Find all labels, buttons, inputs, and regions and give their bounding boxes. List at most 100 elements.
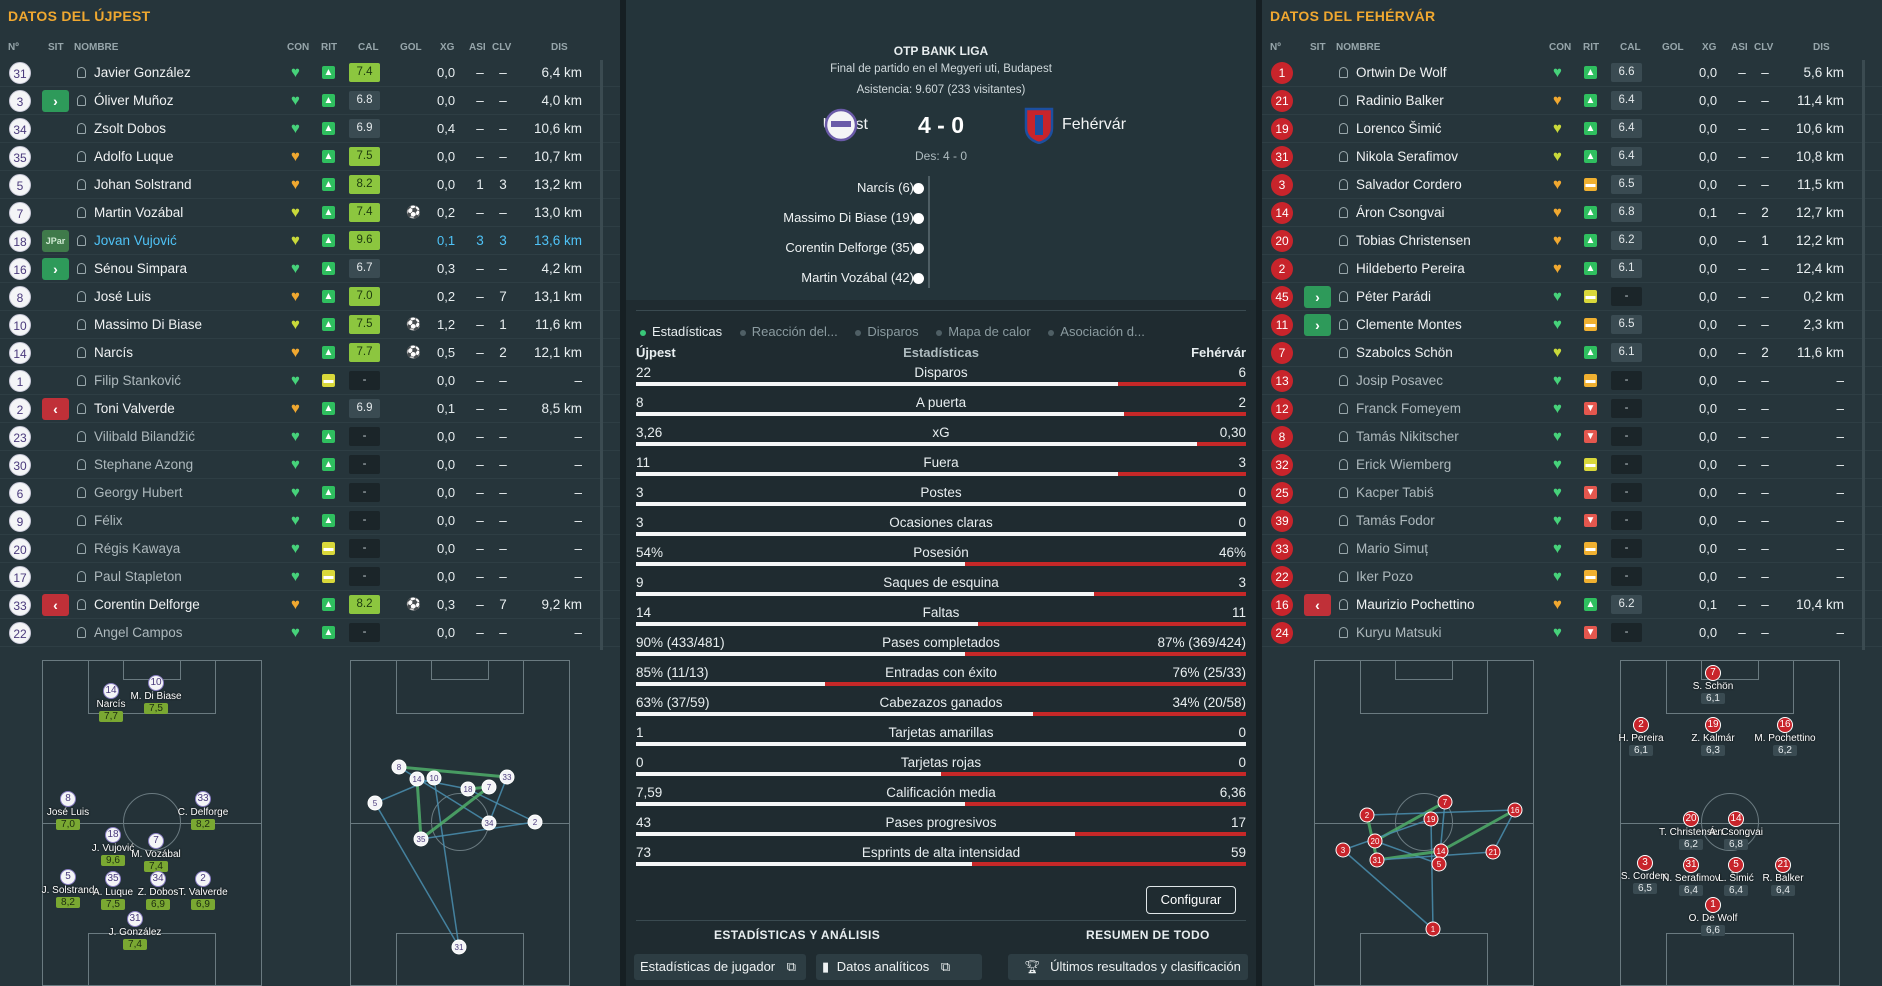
pass-node[interactable]: 3 (1335, 842, 1351, 858)
col-sit[interactable]: SIT (1310, 42, 1326, 53)
lineup-player-marker[interactable]: 14 Narcís 7,7 (73, 683, 149, 722)
player-name[interactable]: Áron Csongvai (1356, 205, 1445, 220)
player-name[interactable]: Jovan Vujović (94, 233, 177, 248)
lineup-player-marker[interactable]: 5 J. Solstrand 8,2 (30, 869, 106, 908)
lineup-player-marker[interactable]: 34 Z. Dobos 6,9 (120, 871, 196, 910)
col-clv[interactable]: CLV (1754, 42, 1774, 53)
player-row[interactable]: 6 Georgy Hubert ♥ ▲ -0,0– – – (0, 479, 620, 507)
pass-node[interactable]: 1 (1425, 921, 1441, 937)
player-name[interactable]: Adolfo Luque (94, 149, 174, 164)
pass-node[interactable]: 8 (391, 759, 407, 775)
lineup-player-marker[interactable]: 14 Á. Csongvai 6,8 (1698, 811, 1774, 850)
pass-node[interactable]: 16 (1507, 802, 1523, 818)
stat-row[interactable]: 90% (433/481) Pases completados 87% (369/4… (636, 634, 1246, 664)
player-row[interactable]: 17 Paul Stapleton ♥ ▬ -0,0– – – (0, 563, 620, 591)
player-name[interactable]: Tobias Christensen (1356, 233, 1471, 248)
tab-asociacion[interactable]: Asociación d... (1048, 324, 1145, 339)
away-list-scrollbar[interactable] (1862, 60, 1865, 650)
player-name[interactable]: Stephane Azong (94, 457, 194, 472)
stat-row[interactable]: 3,26 xG 0,30 (636, 424, 1246, 454)
col-gol[interactable]: GOL (400, 42, 422, 53)
player-row[interactable]: 14 Narcís ♥ ▲ 7.7 ⚽ 0,5 –2 12,1 km (0, 339, 620, 367)
player-row[interactable]: 20 Régis Kawaya ♥ ▬ -0,0– – – (0, 535, 620, 563)
player-name[interactable]: Szabolcs Schön (1356, 345, 1453, 360)
player-row[interactable]: 12 Franck Fomeyem ♥ ▼ -0,0– – – (1262, 395, 1882, 423)
player-name[interactable]: Radinio Balker (1356, 93, 1444, 108)
player-row[interactable]: 33 Mario Simuț ♥ ▬ -0,0– – – (1262, 535, 1882, 563)
player-row[interactable]: 30 Stephane Azong ♥ ▲ -0,0– – – (0, 451, 620, 479)
player-row[interactable]: 25 Kacper Tabiś ♥ ▼ -0,0– – – (1262, 479, 1882, 507)
player-name[interactable]: Narcís (94, 345, 134, 360)
home-list-scrollbar[interactable] (600, 60, 603, 650)
player-row[interactable]: 31 Javier González ♥ ▲ 7.4 0,0 – – 6,4 km (0, 59, 620, 87)
player-row[interactable]: 22 Iker Pozo ♥ ▬ -0,0– – – (1262, 563, 1882, 591)
stat-row[interactable]: 1 Tarjetas amarillas 0 (636, 724, 1246, 754)
player-row[interactable]: 24 Kuryu Matsuki ♥ ▼ -0,0– – – (1262, 619, 1882, 647)
pass-node[interactable]: 19 (1423, 811, 1439, 827)
pass-node[interactable]: 33 (499, 769, 515, 785)
col-cal[interactable]: CAL (358, 42, 379, 53)
player-name[interactable]: Kacper Tabiś (1356, 485, 1434, 500)
player-name[interactable]: Félix (94, 513, 123, 528)
player-name[interactable]: Martin Vozábal (94, 205, 184, 220)
player-name[interactable]: Péter Parádi (1356, 289, 1432, 304)
player-name[interactable]: Kuryu Matsuki (1356, 625, 1442, 640)
pass-node[interactable]: 20 (1367, 833, 1383, 849)
player-name[interactable]: Salvador Cordero (1356, 177, 1462, 192)
tab-disparos[interactable]: Disparos (855, 324, 919, 339)
stat-row[interactable]: 0 Tarjetas rojas 0 (636, 754, 1246, 784)
stat-row[interactable]: 22 Disparos 6 (636, 364, 1246, 394)
player-name[interactable]: Vilibald Bilandžić (94, 429, 196, 444)
player-stats-button[interactable]: Estadísticas de jugador ⧉ (634, 954, 806, 980)
col-clv[interactable]: CLV (492, 42, 512, 53)
player-name[interactable]: Georgy Hubert (94, 485, 183, 500)
player-name[interactable]: Toni Valverde (94, 401, 175, 416)
goal-event[interactable]: Corentin Delforge (35) (785, 240, 914, 255)
player-row[interactable]: 20 Tobias Christensen ♥ ▲ 6.2 0,0 –1 12,2 km (1262, 227, 1882, 255)
player-name[interactable]: Ortwin De Wolf (1356, 65, 1447, 80)
player-row[interactable]: 16 ‹ Maurizio Pochettino ♥ ▲ 6.2 0,1 – – 10,4 km (1262, 591, 1882, 619)
player-row[interactable]: 8 Tamás Nikitscher ♥ ▼ -0,0– – – (1262, 423, 1882, 451)
player-row[interactable]: 10 Massimo Di Biase ♥ ▲ 7.5 ⚽ 1,2 –1 11,6 km (0, 311, 620, 339)
player-name[interactable]: Maurizio Pochettino (1356, 597, 1475, 612)
pass-node[interactable]: 5 (367, 795, 383, 811)
pass-node[interactable]: 31 (1369, 852, 1385, 868)
tab-reaccion[interactable]: Reacción del... (739, 324, 838, 339)
stat-row[interactable]: 73 Esprints de alta intensidad 59 (636, 844, 1246, 874)
col-name[interactable]: NOMBRE (74, 42, 119, 53)
col-cal[interactable]: CAL (1620, 42, 1641, 53)
pass-node[interactable]: 18 (460, 781, 476, 797)
pass-node[interactable]: 14 (409, 771, 425, 787)
lineup-player-marker[interactable]: 20 T. Christensen 6,2 (1653, 811, 1729, 850)
stat-row[interactable]: 3 Ocasiones claras 0 (636, 514, 1246, 544)
lineup-player-marker[interactable]: 31 N. Serafimov 6,4 (1653, 857, 1729, 896)
pass-node[interactable]: 2 (1359, 807, 1375, 823)
player-name[interactable]: Hildeberto Pereira (1356, 261, 1465, 276)
player-name[interactable]: Lorenco Šimić (1356, 121, 1442, 136)
col-num[interactable]: Nº (8, 42, 19, 53)
col-con[interactable]: CON (1549, 42, 1572, 53)
player-row[interactable]: 13 Josip Posavec ♥ ▬ -0,0– – – (1262, 367, 1882, 395)
col-rit[interactable]: RIT (321, 42, 338, 53)
col-con[interactable]: CON (287, 42, 310, 53)
player-name[interactable]: Clemente Montes (1356, 317, 1462, 332)
player-row[interactable]: 35 Adolfo Luque ♥ ▲ 7.5 0,0 – – 10,7 km (0, 143, 620, 171)
stat-row[interactable]: 85% (11/13) Entradas con éxito 76% (25/33) (636, 664, 1246, 694)
lineup-player-marker[interactable]: 7 S. Schön 6,1 (1675, 665, 1751, 704)
player-name[interactable]: Nikola Serafimov (1356, 149, 1459, 164)
player-name[interactable]: Mario Simuț (1356, 541, 1429, 556)
player-row[interactable]: 8 José Luis ♥ ▲ 7.0 0,2 –7 13,1 km (0, 283, 620, 311)
player-row[interactable]: 14 Áron Csongvai ♥ ▲ 6.8 0,1 –2 12,7 km (1262, 199, 1882, 227)
col-rit[interactable]: RIT (1583, 42, 1600, 53)
player-row[interactable]: 9 Félix ♥ ▲ -0,0– – – (0, 507, 620, 535)
player-name[interactable]: Angel Campos (94, 625, 183, 640)
col-xg[interactable]: XG (440, 42, 455, 53)
player-row[interactable]: 2 Hildeberto Pereira ♥ ▲ 6.1 0,0 – – 12,4 km (1262, 255, 1882, 283)
player-row[interactable]: 3 › Óliver Muñoz ♥ ▲ 6.8 0,0 – – 4,0 km (0, 87, 620, 115)
lineup-player-marker[interactable]: 18 J. Vujović 9,6 (75, 827, 151, 866)
col-gol[interactable]: GOL (1662, 42, 1684, 53)
lineup-player-marker[interactable]: 2 T. Valverde 6,9 (165, 871, 241, 910)
lineup-player-marker[interactable]: 2 H. Pereira 6,1 (1603, 717, 1679, 756)
player-name[interactable]: Zsolt Dobos (94, 121, 167, 136)
player-row[interactable]: 1 Filip Stanković ♥ ▬ -0,0– – – (0, 367, 620, 395)
